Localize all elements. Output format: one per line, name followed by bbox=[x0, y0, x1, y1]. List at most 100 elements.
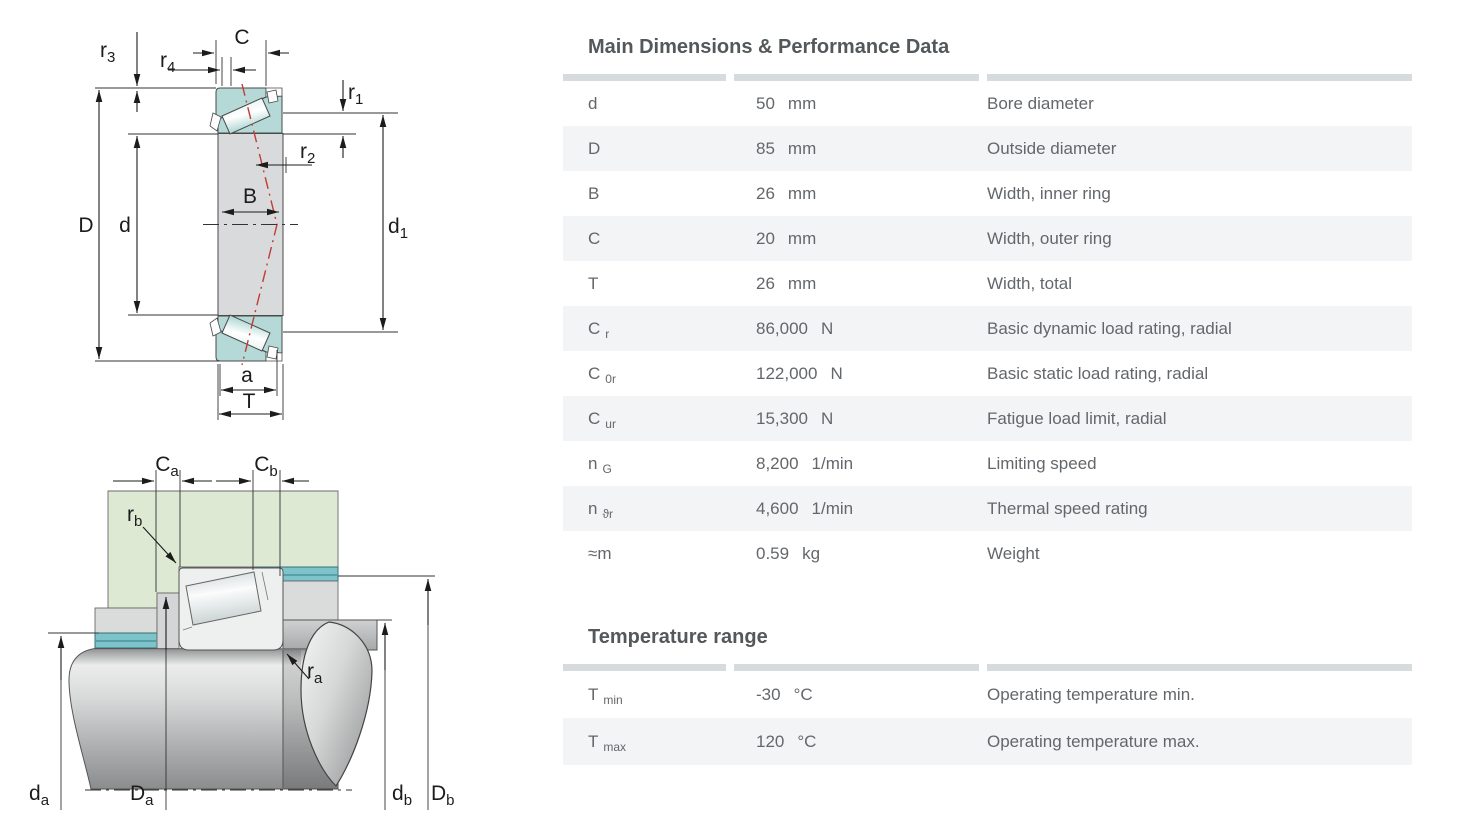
header-bar-segment bbox=[734, 664, 979, 671]
header-bar-segment bbox=[563, 74, 726, 81]
unit: mm bbox=[787, 228, 817, 248]
description-cell: Weight bbox=[987, 543, 1040, 563]
description-cell: Fatigue load limit, radial bbox=[987, 408, 1167, 428]
value: 122,000 bbox=[756, 363, 818, 383]
unit: mm bbox=[787, 273, 817, 293]
bearing-section-lower bbox=[209, 314, 283, 362]
dim-label-D: D bbox=[78, 214, 93, 237]
value: 15,300 bbox=[756, 408, 808, 428]
dim-label-d1: d1 bbox=[388, 215, 408, 242]
symbol-cell: d bbox=[563, 94, 734, 114]
cage-tab-right bbox=[266, 89, 279, 104]
symbol-sub: G bbox=[602, 461, 612, 476]
cage-tab-left bbox=[209, 112, 222, 132]
drawings-panel: r3 r4 C r1 r2 B D d d1 a T bbox=[0, 0, 560, 813]
value-cell: 122,000 N bbox=[734, 364, 987, 384]
symbol-base: n bbox=[588, 453, 598, 473]
description-cell: Basic dynamic load rating, radial bbox=[987, 318, 1232, 338]
symbol-cell: B bbox=[563, 184, 734, 204]
dim-label-a: a bbox=[241, 364, 253, 387]
unit: 1/min bbox=[811, 453, 854, 473]
symbol-sub: max bbox=[603, 739, 627, 754]
description-cell: Width, total bbox=[987, 273, 1073, 293]
value: 4,600 bbox=[756, 498, 799, 518]
tapered-roller bbox=[221, 97, 271, 135]
symbol-base: C bbox=[588, 318, 601, 338]
symbol-cell: D bbox=[563, 139, 734, 159]
dim-label-B: B bbox=[243, 185, 257, 208]
dim-label-Ca: Ca bbox=[155, 453, 179, 480]
header-bar-segment bbox=[987, 664, 1412, 671]
dim-label-r4: r4 bbox=[160, 49, 175, 76]
dim-label-r1: r1 bbox=[348, 81, 363, 108]
housing-spacer-right bbox=[282, 580, 339, 621]
value: 26 bbox=[756, 183, 775, 203]
value: 85 bbox=[756, 138, 775, 158]
symbol-cell: C 0r bbox=[563, 363, 734, 386]
symbol-sub: ur bbox=[605, 416, 616, 431]
unit: N bbox=[830, 363, 843, 383]
description-cell: Width, outer ring bbox=[987, 228, 1112, 248]
shaft-spacer-left bbox=[94, 607, 158, 634]
symbol-cell: ≈m bbox=[563, 544, 734, 564]
value-cell: 26 mm bbox=[734, 274, 987, 294]
table-row: d 50 mm Bore diameter bbox=[563, 81, 1412, 126]
value-cell: 50 mm bbox=[734, 94, 987, 114]
value-cell: 85 mm bbox=[734, 139, 987, 159]
symbol-sub: min bbox=[603, 692, 623, 707]
symbol-base: ≈m bbox=[588, 543, 612, 563]
dim-label-C: C bbox=[234, 26, 249, 49]
dim-label-d: d bbox=[119, 214, 131, 237]
unit: kg bbox=[802, 543, 821, 563]
symbol-base: C bbox=[588, 228, 601, 248]
unit: N bbox=[821, 318, 834, 338]
dimension-arrows-top bbox=[95, 32, 387, 418]
description-cell: Thermal speed rating bbox=[987, 498, 1148, 518]
symbol-base: C bbox=[588, 363, 601, 383]
value-cell: 15,300 N bbox=[734, 409, 987, 429]
symbol-sub: 0r bbox=[605, 371, 616, 386]
dim-label-Cb: Cb bbox=[254, 453, 278, 480]
symbol-base: B bbox=[588, 183, 600, 203]
unit: °C bbox=[797, 731, 817, 751]
header-bar-segment bbox=[987, 74, 1412, 81]
table-row: T 26 mm Width, total bbox=[563, 261, 1412, 306]
dimension-arrows-bottom bbox=[57, 477, 432, 680]
symbol-base: T bbox=[588, 731, 599, 751]
main-table-header-bar bbox=[563, 74, 1412, 81]
dim-label-Db: Db bbox=[431, 782, 455, 809]
dim-label-da: da bbox=[29, 782, 50, 809]
description-cell: Operating temperature min. bbox=[987, 684, 1195, 704]
symbol-base: d bbox=[588, 93, 598, 113]
value-cell: 120 °C bbox=[734, 732, 987, 752]
value-cell: 20 mm bbox=[734, 229, 987, 249]
value-cell: -30 °C bbox=[734, 685, 987, 705]
table-row: C 0r 122,000 N Basic static load rating, r… bbox=[563, 351, 1412, 396]
symbol-sub: ϑr bbox=[602, 506, 614, 521]
bearing-section-upper bbox=[209, 87, 283, 135]
dim-label-r2: r2 bbox=[300, 140, 315, 167]
symbol-sub: r bbox=[605, 326, 610, 341]
symbol-base: C bbox=[588, 408, 601, 428]
table-row: C 20 mm Width, outer ring bbox=[563, 216, 1412, 261]
table-row: B 26 mm Width, inner ring bbox=[563, 171, 1412, 216]
unit: mm bbox=[787, 138, 817, 158]
symbol-base: T bbox=[588, 684, 599, 704]
value: 20 bbox=[756, 228, 775, 248]
table-row: D 85 mm Outside diameter bbox=[563, 126, 1412, 171]
value: 8,200 bbox=[756, 453, 799, 473]
unit: N bbox=[821, 408, 834, 428]
unit: mm bbox=[787, 183, 817, 203]
unit: mm bbox=[787, 93, 817, 113]
value: 0.59 bbox=[756, 543, 790, 563]
reference-lines-top bbox=[95, 40, 398, 420]
dim-label-db: db bbox=[392, 782, 412, 809]
value-cell: 0.59 kg bbox=[734, 544, 987, 564]
description-cell: Basic static load rating, radial bbox=[987, 363, 1209, 383]
